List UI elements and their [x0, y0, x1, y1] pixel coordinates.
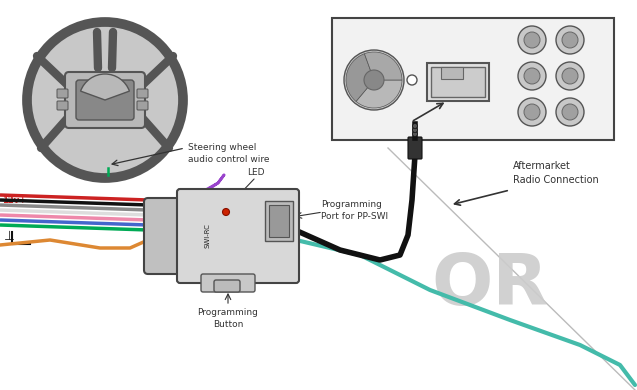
Text: Programming
Button: Programming Button — [197, 308, 259, 329]
Circle shape — [562, 68, 578, 84]
Text: Steering wheel
audio control wire: Steering wheel audio control wire — [188, 143, 269, 164]
Circle shape — [518, 62, 546, 90]
Circle shape — [413, 131, 417, 136]
Circle shape — [556, 26, 584, 54]
Circle shape — [364, 70, 384, 90]
Circle shape — [222, 209, 229, 216]
Circle shape — [524, 104, 540, 120]
Circle shape — [413, 124, 417, 128]
FancyBboxPatch shape — [177, 189, 299, 283]
Text: Aftermarket
Radio Connection: Aftermarket Radio Connection — [513, 161, 599, 185]
Text: LED: LED — [247, 168, 265, 177]
FancyBboxPatch shape — [332, 18, 614, 140]
FancyBboxPatch shape — [65, 72, 145, 128]
Text: 12v+: 12v+ — [2, 196, 26, 205]
FancyBboxPatch shape — [427, 63, 489, 101]
Circle shape — [413, 128, 417, 133]
Text: OR: OR — [431, 250, 548, 319]
Wedge shape — [80, 74, 129, 100]
FancyBboxPatch shape — [76, 80, 134, 120]
Circle shape — [352, 58, 396, 102]
FancyBboxPatch shape — [408, 137, 422, 159]
FancyBboxPatch shape — [269, 205, 289, 237]
Text: ⊥: ⊥ — [4, 230, 15, 243]
FancyBboxPatch shape — [441, 67, 463, 79]
Circle shape — [562, 32, 578, 48]
Circle shape — [524, 32, 540, 48]
Text: SWI-RC: SWI-RC — [205, 223, 211, 248]
FancyBboxPatch shape — [214, 280, 240, 292]
Circle shape — [27, 22, 183, 178]
Circle shape — [518, 26, 546, 54]
FancyBboxPatch shape — [57, 89, 68, 98]
FancyBboxPatch shape — [201, 274, 255, 292]
Wedge shape — [356, 80, 402, 108]
FancyBboxPatch shape — [57, 101, 68, 110]
FancyBboxPatch shape — [137, 101, 148, 110]
Circle shape — [562, 104, 578, 120]
FancyBboxPatch shape — [144, 198, 190, 274]
Text: Programming
Port for PP-SWI: Programming Port for PP-SWI — [321, 200, 388, 221]
FancyBboxPatch shape — [265, 201, 293, 241]
Wedge shape — [364, 52, 402, 80]
FancyBboxPatch shape — [431, 67, 485, 97]
Circle shape — [524, 68, 540, 84]
Circle shape — [344, 50, 404, 110]
FancyBboxPatch shape — [137, 89, 148, 98]
Circle shape — [518, 98, 546, 126]
Wedge shape — [346, 54, 374, 101]
Circle shape — [407, 75, 417, 85]
Circle shape — [556, 98, 584, 126]
Circle shape — [556, 62, 584, 90]
